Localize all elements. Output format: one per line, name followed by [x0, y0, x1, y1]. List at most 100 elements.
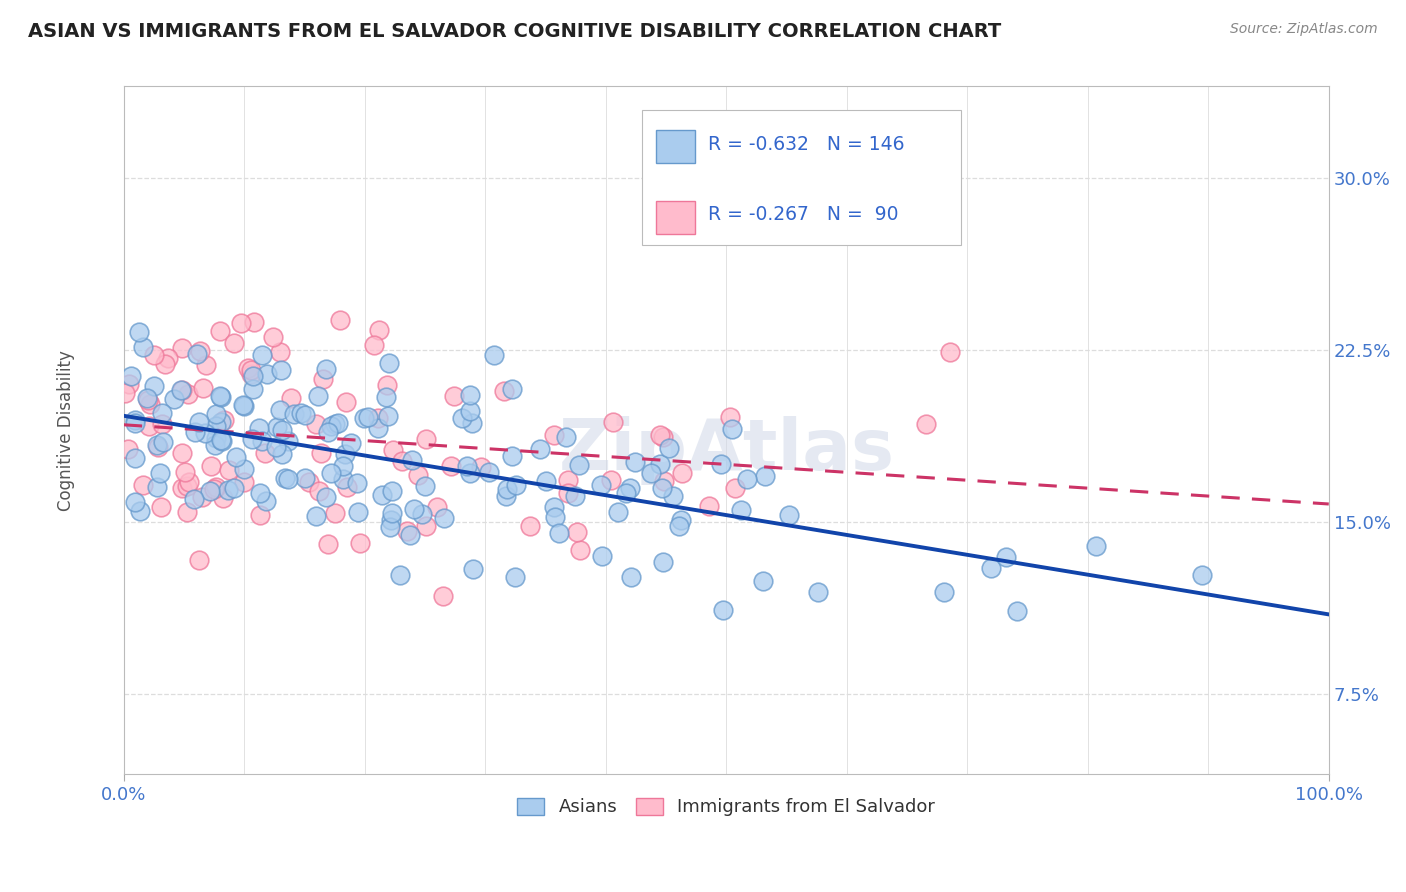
- Point: [600, 473, 623, 487]
- Point: [415, 519, 437, 533]
- Point: [346, 476, 368, 491]
- Point: [149, 467, 172, 481]
- Point: [323, 417, 346, 432]
- Point: [778, 508, 800, 523]
- Point: [806, 585, 828, 599]
- Point: [209, 389, 232, 403]
- Point: [624, 455, 647, 469]
- Point: [411, 507, 433, 521]
- Point: [188, 552, 211, 566]
- Point: [568, 458, 591, 472]
- Point: [640, 466, 662, 480]
- Point: [183, 425, 205, 440]
- Point: [363, 338, 385, 352]
- Point: [146, 440, 169, 454]
- Point: [222, 482, 245, 496]
- Point: [269, 403, 291, 417]
- Point: [132, 478, 155, 492]
- Bar: [657, 130, 695, 163]
- Point: [380, 520, 402, 534]
- Point: [254, 493, 277, 508]
- Point: [124, 451, 146, 466]
- Point: [217, 483, 239, 497]
- Point: [382, 442, 405, 457]
- Point: [273, 471, 295, 485]
- Point: [172, 445, 194, 459]
- Point: [242, 382, 264, 396]
- Point: [495, 483, 517, 497]
- Point: [209, 390, 232, 404]
- Point: [395, 524, 418, 538]
- Point: [329, 313, 352, 327]
- Point: [212, 413, 235, 427]
- Point: [233, 399, 256, 413]
- Point: [170, 481, 193, 495]
- Point: [277, 473, 299, 487]
- Point: [484, 348, 506, 362]
- Point: [710, 457, 733, 471]
- Point: [662, 489, 685, 503]
- Point: [146, 438, 169, 452]
- Point: [332, 458, 354, 473]
- Point: [606, 505, 628, 519]
- Point: [652, 555, 675, 569]
- Point: [654, 474, 676, 488]
- Point: [697, 499, 720, 513]
- Point: [198, 484, 221, 499]
- Point: [150, 406, 173, 420]
- Point: [458, 403, 481, 417]
- Text: R = -0.632   N = 146: R = -0.632 N = 146: [709, 136, 904, 154]
- Point: [349, 536, 371, 550]
- Point: [114, 386, 136, 401]
- Point: [391, 453, 413, 467]
- Point: [208, 324, 231, 338]
- Point: [247, 421, 270, 435]
- Point: [138, 393, 160, 408]
- Point: [378, 356, 401, 370]
- Point: [543, 428, 565, 442]
- Point: [195, 358, 218, 372]
- Point: [519, 519, 541, 533]
- FancyBboxPatch shape: [643, 111, 962, 244]
- Point: [186, 346, 208, 360]
- Point: [188, 415, 211, 429]
- Point: [139, 397, 162, 411]
- Point: [555, 430, 578, 444]
- Point: [456, 458, 478, 473]
- Text: R = -0.267   N =  90: R = -0.267 N = 90: [709, 205, 898, 225]
- Point: [191, 490, 214, 504]
- Point: [253, 446, 276, 460]
- Point: [333, 447, 356, 461]
- Point: [492, 384, 515, 399]
- Point: [250, 348, 273, 362]
- Point: [503, 570, 526, 584]
- Point: [205, 418, 228, 433]
- Point: [737, 472, 759, 486]
- Point: [718, 409, 741, 424]
- Point: [1191, 568, 1213, 582]
- Point: [124, 413, 146, 427]
- Point: [501, 449, 523, 463]
- Point: [121, 369, 143, 384]
- Point: [200, 458, 222, 473]
- Point: [460, 388, 482, 402]
- Point: [505, 477, 527, 491]
- Point: [557, 486, 579, 500]
- Point: [401, 453, 423, 467]
- Point: [388, 567, 411, 582]
- Point: [569, 542, 592, 557]
- Point: [591, 549, 613, 564]
- Point: [619, 570, 641, 584]
- Point: [312, 372, 335, 386]
- Point: [1005, 604, 1028, 618]
- Text: ASIAN VS IMMIGRANTS FROM EL SALVADOR COGNITIVE DISABILITY CORRELATION CHART: ASIAN VS IMMIGRANTS FROM EL SALVADOR COG…: [28, 22, 1001, 41]
- Point: [240, 433, 263, 447]
- Point: [218, 463, 240, 477]
- Point: [152, 434, 174, 449]
- Point: [495, 489, 517, 503]
- Point: [270, 423, 292, 437]
- Point: [170, 383, 193, 397]
- Point: [316, 425, 339, 439]
- Point: [375, 377, 398, 392]
- Point: [170, 384, 193, 398]
